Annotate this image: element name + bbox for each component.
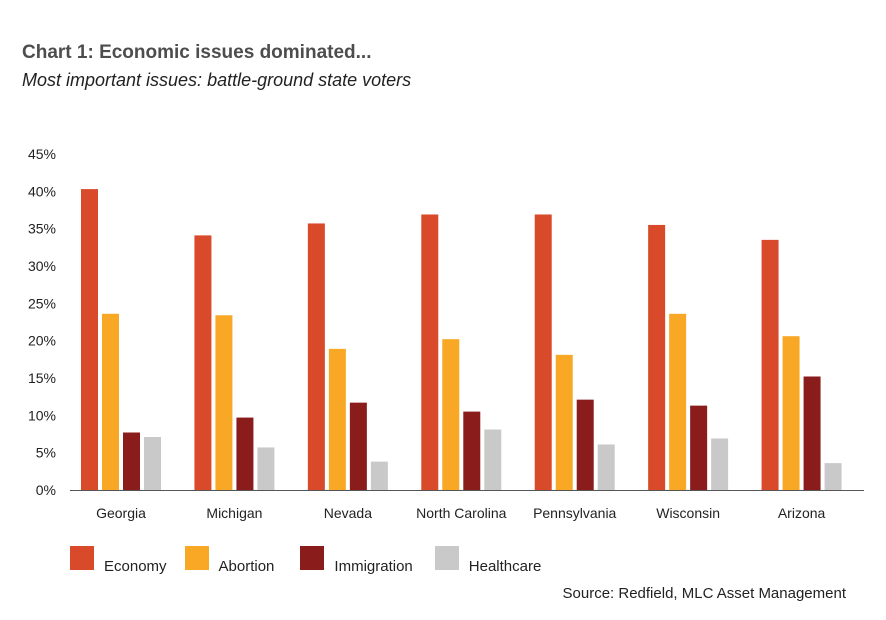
legend-item-economy: Economy bbox=[70, 546, 167, 575]
x-tick-label: Pennsylvania bbox=[533, 505, 616, 521]
y-tick-label: 10% bbox=[28, 407, 56, 423]
legend-label-healthcare: Healthcare bbox=[468, 557, 542, 575]
source-note: Source: Redfield, MLC Asset Management bbox=[562, 585, 846, 602]
legend-swatch-economy bbox=[70, 546, 94, 570]
chart-subtitle: Most important issues: battle-ground sta… bbox=[22, 70, 412, 90]
x-tick-label: Nevada bbox=[324, 505, 372, 521]
bar-abortion-michigan bbox=[215, 315, 233, 490]
legend-item-abortion: Abortion bbox=[184, 546, 274, 575]
bar-abortion-wisconsin bbox=[669, 313, 687, 490]
legend-swatch-healthcare bbox=[434, 546, 459, 570]
legend-label-economy: Economy bbox=[104, 557, 167, 575]
legend-label-abortion: Abortion bbox=[218, 557, 275, 575]
legend-swatch-immigration bbox=[300, 546, 325, 570]
bar-abortion-north-carolina bbox=[442, 339, 460, 490]
chart-title: Chart 1: Economic issues dominated... bbox=[22, 42, 372, 63]
legend-item-immigration: Immigration bbox=[300, 546, 413, 575]
y-tick-label: 0% bbox=[36, 482, 56, 498]
y-tick-label: 35% bbox=[28, 221, 56, 237]
y-tick-label: 15% bbox=[28, 370, 56, 386]
bar-economy-michigan bbox=[194, 235, 212, 490]
legend-item-healthcare: Healthcare bbox=[434, 546, 541, 575]
x-tick-label: North Carolina bbox=[416, 505, 506, 521]
bar-economy-wisconsin bbox=[648, 224, 666, 490]
bar-healthcare-michigan bbox=[257, 447, 275, 490]
chart-legend: Economy Abortion Immigration Healthcare bbox=[70, 546, 559, 575]
y-tick-label: 20% bbox=[28, 333, 56, 349]
bar-immigration-pennsylvania bbox=[576, 399, 594, 490]
bar-immigration-north-carolina bbox=[463, 411, 481, 490]
bar-chart: 0% 5% 10% 15% 20% 25% 30% 35% 40% 45% Georgia Michi… bbox=[28, 146, 864, 521]
bar-immigration-nevada bbox=[349, 402, 367, 490]
y-tick-label: 25% bbox=[28, 295, 56, 311]
bar-abortion-pennsylvania bbox=[555, 354, 573, 490]
legend-label-immigration: Immigration bbox=[334, 557, 413, 575]
x-tick-label: Georgia bbox=[96, 505, 146, 521]
bar-healthcare-pennsylvania bbox=[597, 444, 615, 490]
y-tick-label: 40% bbox=[28, 183, 56, 199]
x-tick-label: Wisconsin bbox=[656, 505, 720, 521]
x-tick-label: Arizona bbox=[778, 505, 826, 521]
bar-economy-arizona bbox=[761, 239, 779, 490]
bar-abortion-nevada bbox=[328, 348, 346, 490]
bar-immigration-georgia bbox=[123, 432, 140, 490]
bar-economy-pennsylvania bbox=[534, 214, 552, 491]
bar-immigration-michigan bbox=[236, 417, 254, 490]
bar-economy-nevada bbox=[307, 223, 325, 490]
bar-healthcare-georgia bbox=[144, 436, 161, 490]
bar-economy-north-carolina bbox=[421, 214, 439, 491]
bar-healthcare-wisconsin bbox=[711, 438, 729, 490]
y-tick-label: 45% bbox=[28, 146, 56, 162]
y-tick-label: 30% bbox=[28, 258, 56, 274]
bar-healthcare-arizona bbox=[824, 463, 842, 490]
bar-healthcare-north-carolina bbox=[484, 429, 502, 490]
bar-healthcare-nevada bbox=[370, 461, 388, 490]
bar-immigration-wisconsin bbox=[690, 405, 708, 490]
bar-abortion-georgia bbox=[102, 313, 119, 490]
x-tick-label: Michigan bbox=[206, 505, 262, 521]
bar-economy-georgia bbox=[81, 189, 98, 491]
bar-immigration-arizona bbox=[803, 376, 821, 490]
legend-swatch-abortion bbox=[184, 546, 209, 570]
y-tick-label: 5% bbox=[36, 445, 56, 461]
bar-abortion-arizona bbox=[782, 336, 800, 490]
